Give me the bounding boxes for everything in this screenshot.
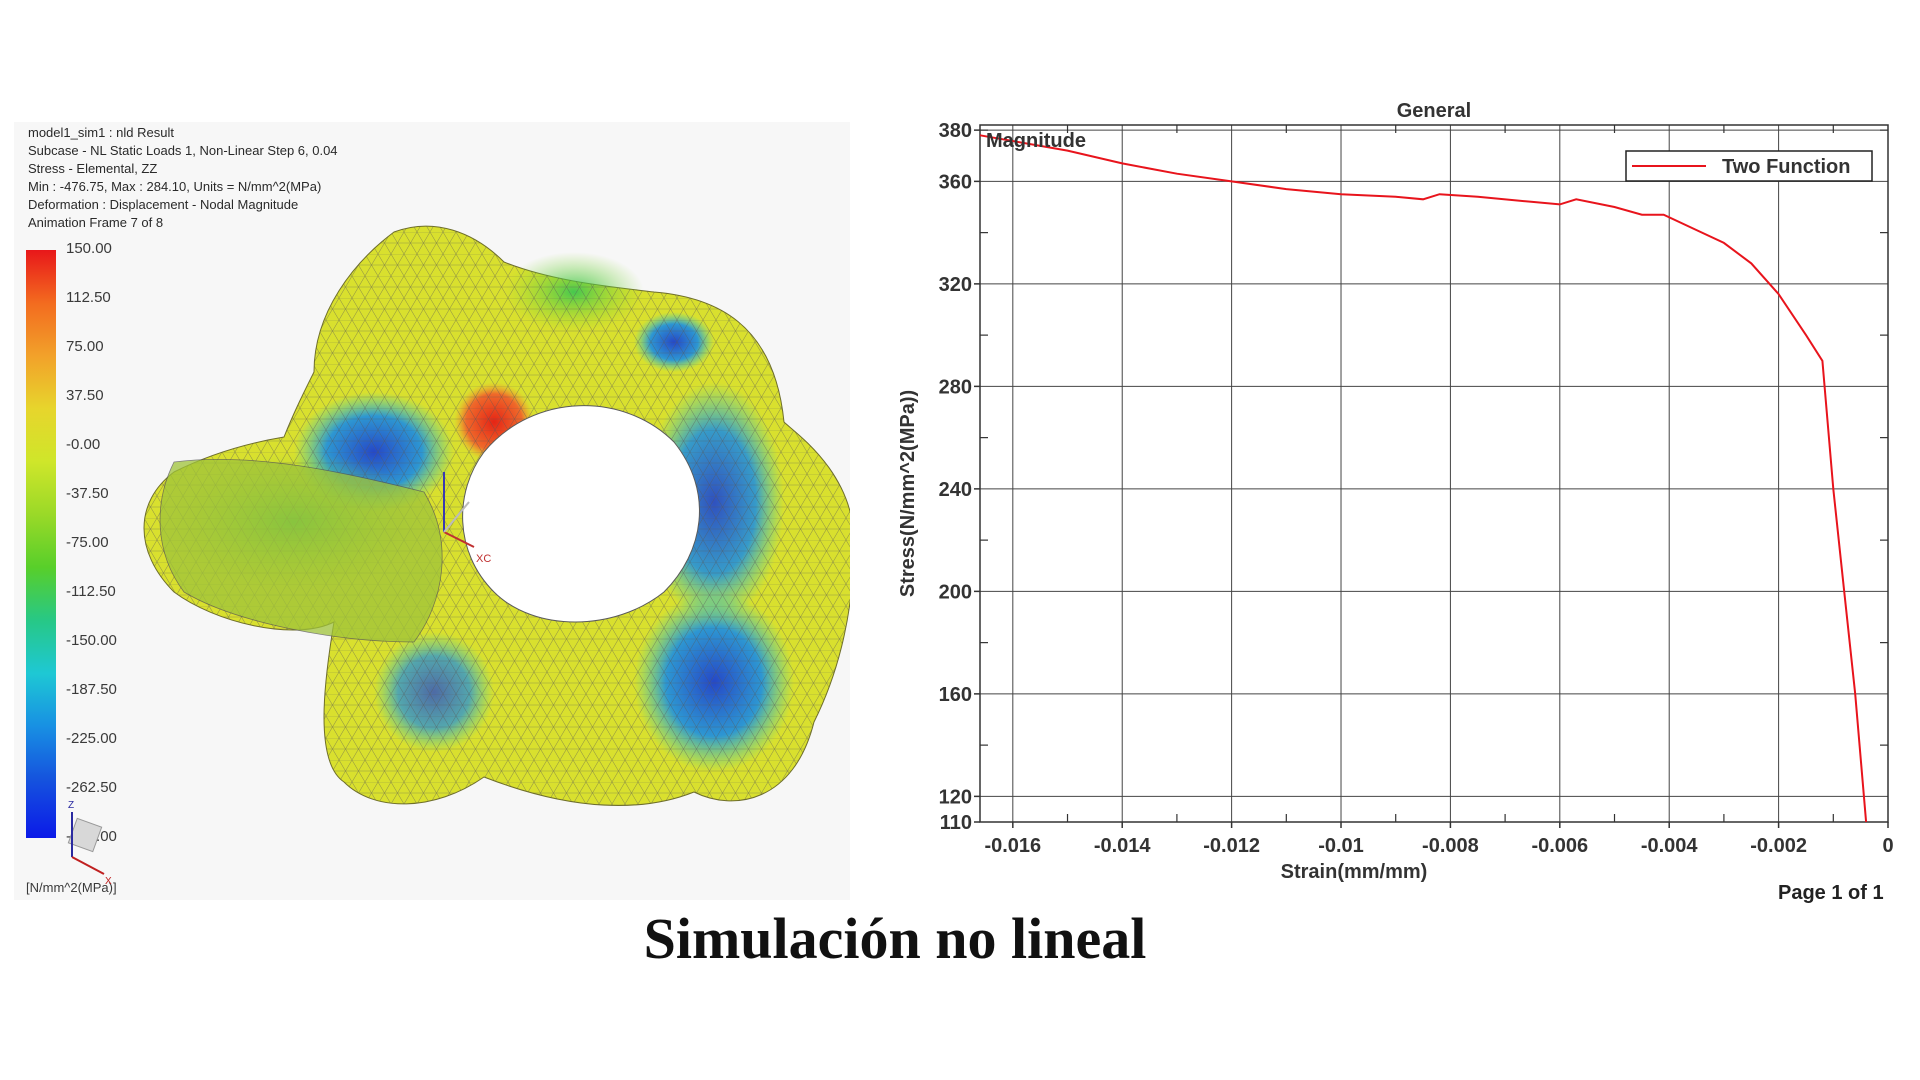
chart-legend: Two Function [1625, 150, 1873, 182]
colorbar-label: -37.50 [66, 485, 109, 502]
magnitude-label: Magnitude [986, 130, 1086, 152]
chart-grid [980, 125, 1889, 822]
colorbar-label: 75.00 [66, 338, 104, 355]
x-tick-label: -0.002 [1750, 835, 1807, 857]
colorbar-label: -0.00 [66, 436, 101, 453]
y-tick-label: 380 [939, 120, 972, 142]
stress-strain-chart: -0.016 -0.014 -0.012 -0.01 -0.008 -0.006 -0.00… [900, 100, 1894, 883]
x-axis-label: Strain(mm/mm) [1281, 861, 1428, 883]
x-tick-label: -0.006 [1531, 835, 1588, 857]
min-max-info: Min : -476.75, Max : 284.10, Units = N/m… [28, 179, 322, 194]
colorbar-label: -75.00 [66, 534, 109, 551]
csys-label: XC [476, 553, 491, 565]
x-tick-label: -0.012 [1203, 835, 1260, 857]
y-tick-label: 120 [939, 786, 972, 808]
x-tick-label: -0.004 [1641, 835, 1699, 857]
flap-surface [159, 458, 443, 643]
y-tick-label: 360 [939, 171, 972, 193]
colorbar-label: -187.50 [66, 681, 117, 698]
colorbar-label: -150.00 [66, 632, 117, 649]
triad-z-label: Z [68, 800, 74, 811]
view-triad-icon[interactable]: Z X [67, 800, 112, 887]
x-tick-label: 0 [1882, 835, 1893, 857]
y-axis-label: Stress(N/mm^2(MPa)) [900, 390, 919, 597]
tick-labels: -0.016 -0.014 -0.012 -0.01 -0.008 -0.006 -0.00… [939, 120, 1894, 857]
legend-label: Two Function [1722, 156, 1851, 178]
central-hole [462, 405, 700, 623]
result-title: model1_sim1 : nld Result [28, 125, 174, 140]
coordinate-system-icon [443, 472, 475, 548]
axis-ticks [974, 125, 1889, 828]
y-tick-label: 160 [939, 684, 972, 706]
y-tick-label: 200 [939, 581, 972, 603]
y-tick-label: 240 [939, 479, 972, 501]
triad-x-label: X [105, 876, 112, 887]
chart-title: General [1397, 100, 1471, 122]
slide-caption: Simulación no lineal [643, 906, 1147, 971]
colorbar-label: 150.00 [66, 240, 112, 257]
stress-info: Stress - Elemental, ZZ [28, 161, 158, 176]
x-tick-label: -0.008 [1422, 835, 1479, 857]
fea-result-panel: model1_sim1 : nld Result Subcase - NL St… [14, 122, 850, 900]
y-tick-label: 280 [939, 376, 972, 398]
units-label: [N/mm^2(MPa)] [26, 880, 117, 895]
y-tick-label: 320 [939, 274, 972, 296]
x-tick-label: -0.01 [1318, 835, 1364, 857]
x-tick-label: -0.016 [984, 835, 1041, 857]
page-number: Page 1 of 1 [1778, 882, 1884, 904]
deformation-info: Deformation : Displacement - Nodal Magni… [28, 197, 299, 212]
series-line-two-function [979, 134, 1868, 823]
deformed-mesh-view[interactable]: XC Z X [14, 122, 850, 900]
subcase-info: Subcase - NL Static Loads 1, Non-Linear … [28, 143, 338, 158]
colorbar-label: 112.50 [66, 289, 111, 306]
x-tick-label: -0.014 [1094, 835, 1152, 857]
colorbar-label: -112.50 [66, 583, 116, 600]
colorbar-label: -262.50 [66, 779, 117, 796]
plot-area-frame [979, 124, 1889, 823]
y-tick-label: 110 [940, 812, 972, 834]
colorbar-label: 37.50 [66, 387, 104, 404]
colorbar-label: -225.00 [66, 730, 117, 747]
animation-frame-info: Animation Frame 7 of 8 [28, 215, 164, 230]
stress-color-scale [26, 250, 56, 838]
